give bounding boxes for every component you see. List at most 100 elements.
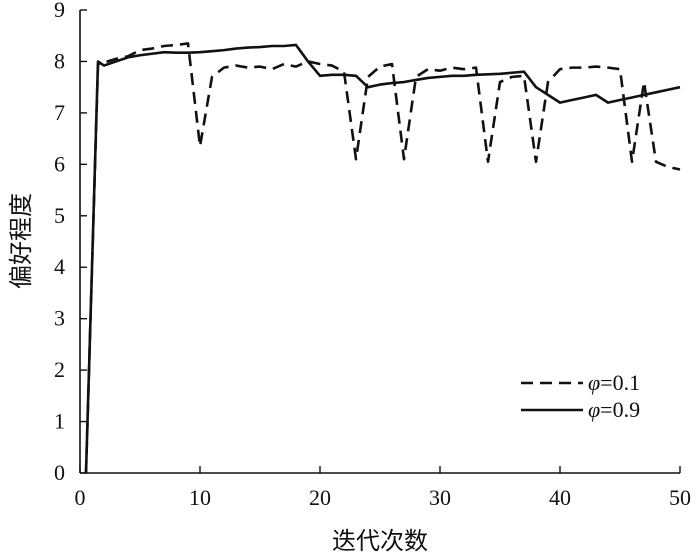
series-point xyxy=(139,54,141,56)
series-point xyxy=(211,76,213,78)
series-point xyxy=(319,63,321,65)
series-point xyxy=(103,62,105,64)
tick-layer: 0 10 20 30 40 50 0 1 2 3 4 5 6 7 8 9 xyxy=(54,0,691,510)
x-tick-label: 20 xyxy=(309,485,331,510)
series-point xyxy=(475,74,477,76)
series-point xyxy=(667,166,669,168)
series-point xyxy=(619,99,621,101)
y-tick-label: 7 xyxy=(54,100,65,125)
series-point xyxy=(595,66,597,68)
series-point xyxy=(463,68,465,70)
series-point xyxy=(295,66,297,68)
series-point xyxy=(403,81,405,83)
series-point xyxy=(367,86,369,88)
series-point xyxy=(151,53,153,55)
series-point xyxy=(511,72,513,74)
series-point xyxy=(175,52,177,54)
series-point xyxy=(535,161,537,163)
series-point xyxy=(415,76,417,78)
series-point xyxy=(187,43,189,45)
series-point xyxy=(175,44,177,46)
series-point xyxy=(403,158,405,160)
series-point xyxy=(547,94,549,96)
series-point xyxy=(499,73,501,75)
series-point xyxy=(283,63,285,65)
series-point xyxy=(235,65,237,67)
series-point xyxy=(283,45,285,47)
series-point xyxy=(547,81,549,83)
series-point xyxy=(223,67,225,69)
series-point xyxy=(643,81,645,83)
series-point xyxy=(487,74,489,76)
series-point xyxy=(679,86,681,88)
series-point xyxy=(103,65,105,67)
series-point xyxy=(295,44,297,46)
legend-label-phi-0-1: φ=0.1 xyxy=(588,370,640,395)
series-point xyxy=(571,67,573,69)
series-point xyxy=(331,65,333,67)
series-point xyxy=(439,76,441,78)
series-point xyxy=(427,77,429,79)
series-point xyxy=(595,94,597,96)
series-point xyxy=(307,61,309,63)
series-point xyxy=(199,51,201,53)
series-point xyxy=(451,75,453,77)
series-point xyxy=(199,146,201,148)
series-point xyxy=(355,75,357,77)
y-tick-label: 9 xyxy=(54,0,65,22)
legend-value-2: =0.9 xyxy=(600,397,640,422)
y-tick-label: 8 xyxy=(54,48,65,73)
series-point xyxy=(499,81,501,83)
series-point xyxy=(583,97,585,99)
series-point xyxy=(247,67,249,69)
series-point xyxy=(259,66,261,68)
series-point xyxy=(391,82,393,84)
series-point xyxy=(679,169,681,171)
series-point xyxy=(607,67,609,69)
series-point xyxy=(367,76,369,78)
series-point xyxy=(127,57,129,59)
series-point xyxy=(619,68,621,70)
x-tick-label: 50 xyxy=(669,485,691,510)
series-point xyxy=(163,45,165,47)
series-point xyxy=(427,68,429,70)
series-point xyxy=(583,67,585,69)
series-point xyxy=(463,75,465,77)
series-layer xyxy=(84,42,681,474)
x-tick-label: 40 xyxy=(549,485,571,510)
series-point xyxy=(511,76,513,78)
series-point xyxy=(211,50,213,52)
series-point xyxy=(187,52,189,54)
legend-label-phi-0-9: φ=0.9 xyxy=(588,397,640,422)
series-point xyxy=(271,68,273,70)
series-point xyxy=(523,75,525,77)
x-tick-label: 10 xyxy=(189,485,211,510)
series-point xyxy=(235,48,237,50)
series-line-phi-0-1 xyxy=(84,42,681,474)
y-axis-title: 偏好程度 xyxy=(7,193,35,289)
y-tick-label: 2 xyxy=(54,357,65,382)
series-point xyxy=(343,74,345,76)
series-point xyxy=(631,161,633,163)
x-tick-label: 0 xyxy=(75,485,86,510)
y-tick-label: 6 xyxy=(54,151,65,176)
series-point xyxy=(343,71,345,73)
series-point xyxy=(331,74,333,76)
series-point xyxy=(415,79,417,81)
legend: φ=0.1 φ=0.9 xyxy=(521,370,640,422)
series-point xyxy=(655,92,657,94)
series-line-phi-0-9 xyxy=(84,43,681,474)
y-tick-label: 5 xyxy=(54,203,65,228)
series-point xyxy=(451,67,453,69)
series-point xyxy=(475,67,477,69)
series-point xyxy=(115,58,117,60)
series-point xyxy=(487,161,489,163)
series-point xyxy=(607,102,609,104)
series-point xyxy=(667,89,669,91)
x-axis-title: 迭代次数 xyxy=(332,527,428,555)
y-tick-label: 0 xyxy=(54,460,65,485)
series-point xyxy=(439,70,441,72)
series-point xyxy=(259,46,261,48)
y-tick-label: 3 xyxy=(54,306,65,331)
